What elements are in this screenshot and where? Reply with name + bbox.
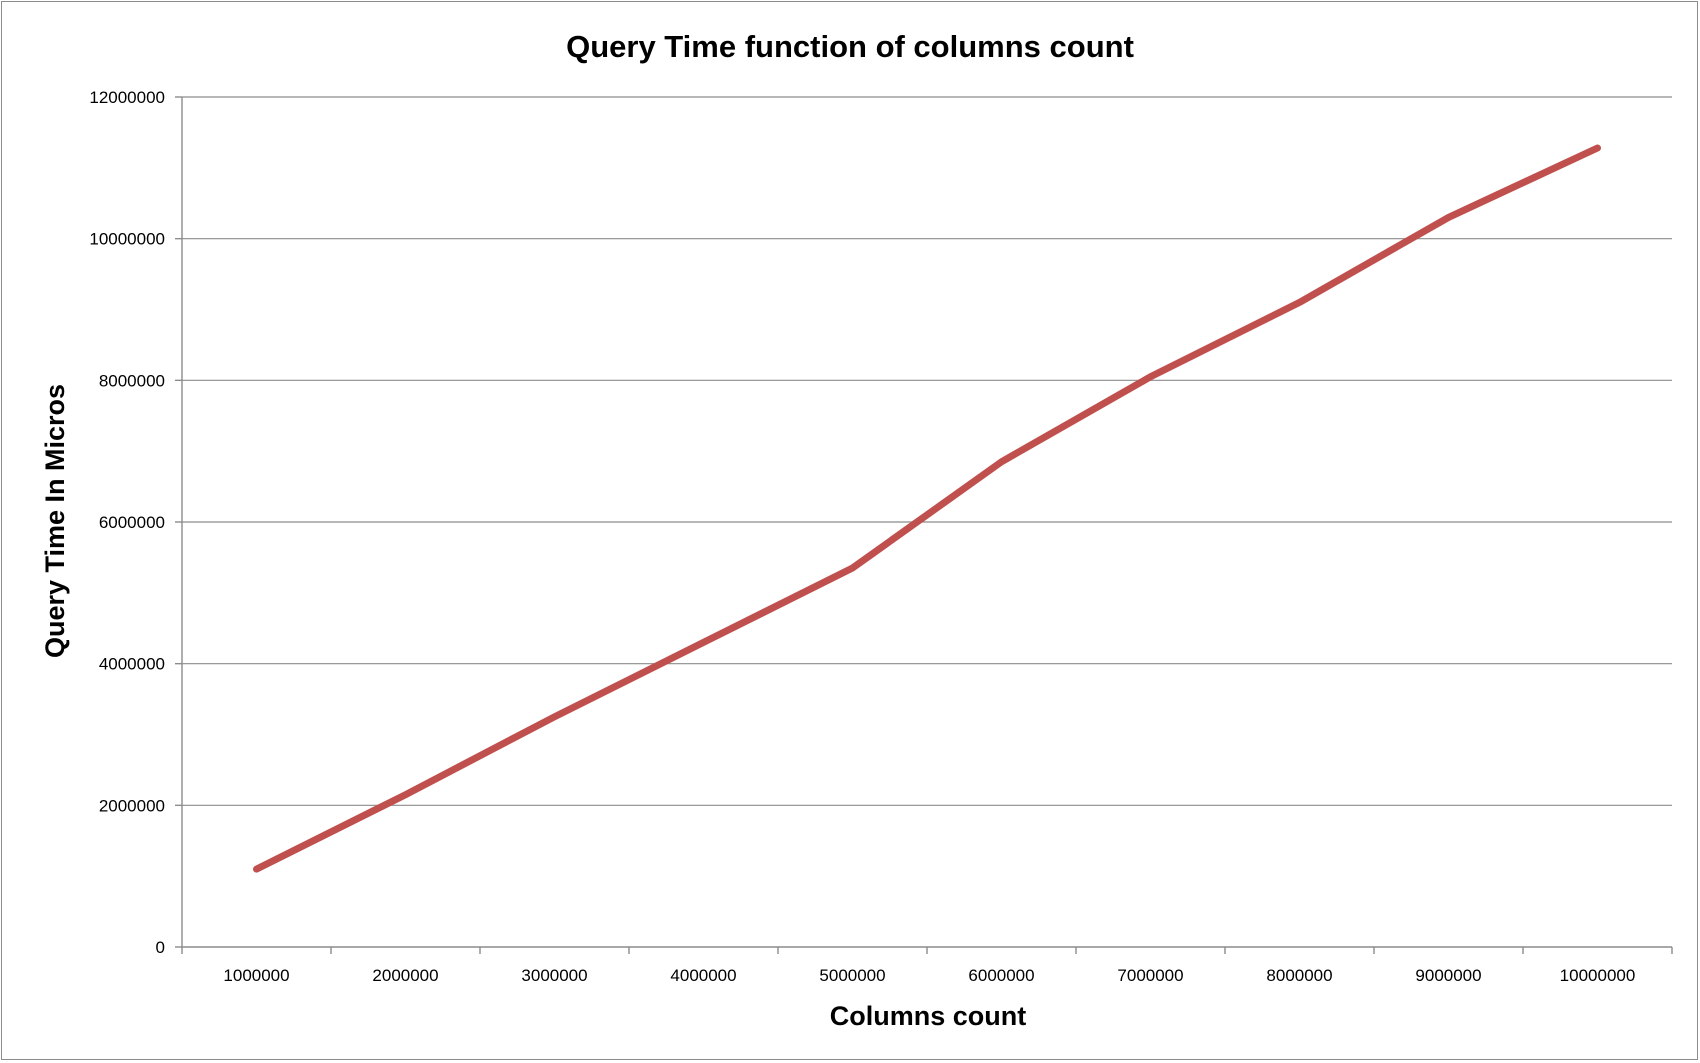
x-tick-label-4: 5000000 — [819, 966, 885, 985]
tick-labels: 0 2000000 4000000 6000000 8000000 10000000 120… — [89, 88, 1635, 985]
y-tick-label-0: 0 — [156, 938, 165, 957]
axes — [175, 96, 1673, 954]
y-tick-label-3: 6000000 — [99, 513, 165, 532]
chart-title: Query Time function of columns count — [566, 29, 1134, 64]
x-axis-title: Columns count — [830, 1001, 1027, 1031]
y-axis-title: Query Time In Micros — [40, 384, 70, 658]
y-tick-label-2: 4000000 — [99, 655, 165, 674]
x-tick-label-5: 6000000 — [968, 966, 1034, 985]
x-tick-label-9: 10000000 — [1560, 966, 1636, 985]
x-tick-label-8: 9000000 — [1415, 966, 1481, 985]
y-tick-label-6: 12000000 — [89, 88, 165, 107]
x-tick-label-2: 3000000 — [521, 966, 587, 985]
x-tick-label-6: 7000000 — [1117, 966, 1183, 985]
x-tick-label-7: 8000000 — [1266, 966, 1332, 985]
x-tick-label-3: 4000000 — [670, 966, 736, 985]
series-line-0 — [253, 144, 1601, 873]
grid-lines — [182, 96, 1672, 806]
series-lines — [253, 144, 1601, 873]
y-tick-label-1: 2000000 — [99, 796, 165, 815]
y-tick-label-4: 8000000 — [99, 371, 165, 390]
x-tick-label-0: 1000000 — [223, 966, 289, 985]
y-tick-label-5: 10000000 — [89, 230, 165, 249]
x-tick-label-1: 2000000 — [372, 966, 438, 985]
